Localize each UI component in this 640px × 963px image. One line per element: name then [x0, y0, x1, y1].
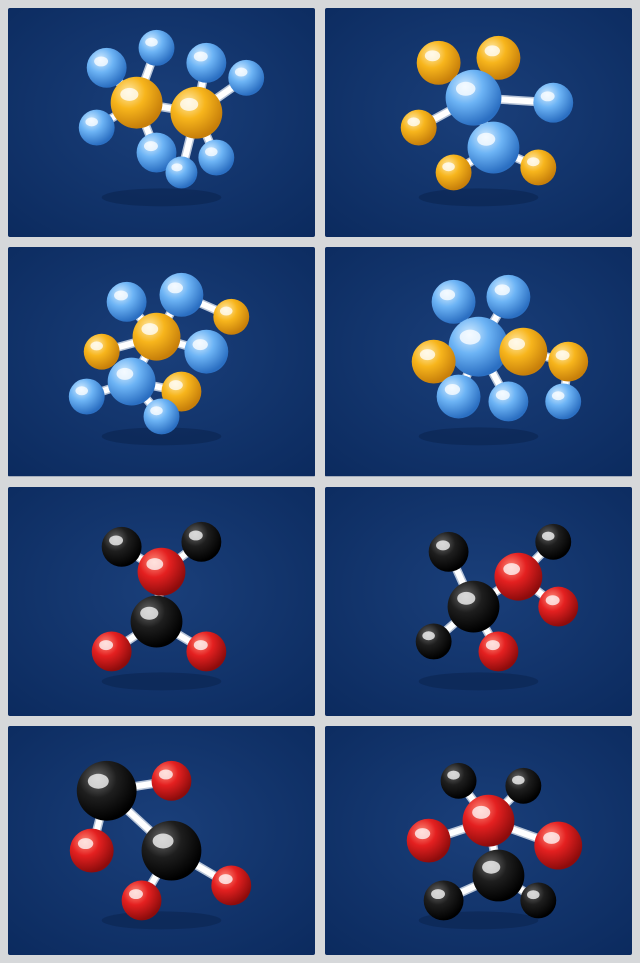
molecule-panel-p1 [8, 8, 315, 237]
molecule-panel-p2 [325, 8, 632, 237]
drop-shadow [102, 672, 222, 690]
drop-shadow [419, 188, 539, 206]
molecule-svg [325, 726, 632, 955]
drop-shadow [102, 188, 222, 206]
molecule-svg [325, 8, 632, 237]
drop-shadow [419, 672, 539, 690]
molecule-panel-p4 [325, 247, 632, 476]
molecule-grid [0, 0, 640, 963]
drop-shadow [102, 911, 222, 929]
molecule-svg [8, 8, 315, 237]
molecule-panel-p5 [8, 487, 315, 716]
molecule-svg [325, 247, 632, 476]
molecule-svg [8, 487, 315, 716]
molecule-svg [325, 487, 632, 716]
molecule-panel-p7 [8, 726, 315, 955]
molecule-panel-p3 [8, 247, 315, 476]
molecule-svg [8, 726, 315, 955]
molecule-panel-p8 [325, 726, 632, 955]
drop-shadow [419, 428, 539, 446]
molecule-svg [8, 247, 315, 476]
molecule-panel-p6 [325, 487, 632, 716]
